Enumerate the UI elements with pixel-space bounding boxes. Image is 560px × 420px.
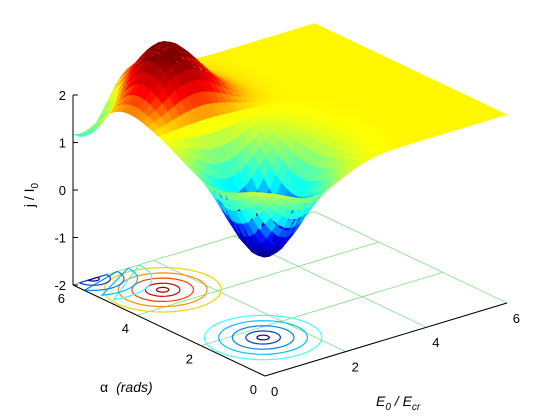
contour-line — [231, 325, 295, 350]
floor-gridline — [314, 211, 507, 304]
contour-projection — [77, 264, 323, 361]
alpha-tick-label: 2 — [186, 352, 193, 367]
z-tick-label: 1 — [59, 136, 66, 151]
contour-line — [86, 276, 100, 282]
floor-gridline — [136, 241, 379, 316]
contour-line — [256, 334, 270, 341]
contour-line — [117, 272, 208, 308]
e-tick-label: 0 — [271, 384, 278, 399]
contour-line — [245, 330, 282, 345]
alpha-axis-label: α (rads) — [100, 379, 153, 395]
z-tick-label: -2 — [54, 278, 66, 293]
e-tick-label: 4 — [432, 335, 439, 350]
z-tick-label: 0 — [59, 183, 66, 198]
z-tick-label: 2 — [59, 88, 66, 103]
contour-line — [103, 266, 222, 313]
alpha-tick-label: 4 — [122, 321, 129, 336]
alpha-tick-label: 0 — [250, 382, 257, 397]
contour-line — [218, 320, 309, 355]
surface-patch — [494, 111, 508, 117]
e-tick-label: 6 — [513, 311, 520, 326]
contour-line — [144, 282, 181, 297]
z-tick-label: -1 — [54, 231, 66, 246]
contour-line — [131, 277, 195, 302]
contour-line — [82, 270, 125, 292]
contour-line — [100, 267, 139, 296]
floor-gridline — [200, 272, 443, 346]
contour-line — [203, 314, 323, 361]
alpha-axis-line — [72, 284, 266, 377]
tick-labels: 2 1 0 -1 -2 0 2 4 6 0 2 4 6 — [54, 88, 520, 399]
alpha-tick-label: 6 — [58, 291, 65, 306]
contour-line — [112, 264, 153, 301]
e-axis-line — [264, 302, 508, 377]
surface-mesh — [72, 23, 508, 258]
contour-line — [77, 274, 112, 286]
e-tick-label: 2 — [352, 360, 359, 375]
e-axis-label: E0 / Ecr — [376, 393, 421, 413]
z-axis-label: j / I0 — [21, 182, 41, 208]
contour-line — [155, 286, 170, 293]
